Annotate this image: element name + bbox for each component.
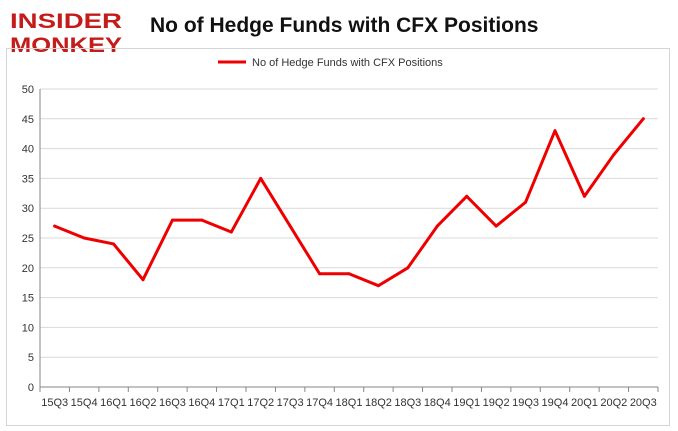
x-tick-label: 16Q2 <box>130 397 157 409</box>
data-point <box>112 242 116 246</box>
page-title: No of Hedge Funds with CFX Positions <box>150 14 539 37</box>
x-tick-label: 18Q3 <box>394 397 421 409</box>
series-line <box>53 117 645 288</box>
axes <box>39 89 659 392</box>
x-tick-label: 16Q3 <box>159 397 186 409</box>
data-point <box>582 194 586 198</box>
x-tick-label: 17Q2 <box>247 397 274 409</box>
data-point <box>318 272 322 276</box>
logo-line-1: INSIDER <box>10 10 122 33</box>
data-point <box>612 153 616 157</box>
data-point <box>641 117 645 121</box>
y-tick-label: 5 <box>28 352 34 364</box>
data-point <box>82 236 86 240</box>
data-point <box>288 224 292 228</box>
x-tick-labels: 15Q3 15Q4 16Q1 16Q2 16Q3 16Q4 17Q1 17Q2 17Q3 17Q4… <box>41 397 656 409</box>
y-tick-label: 50 <box>22 84 34 96</box>
data-point <box>259 176 263 180</box>
x-tick-label: 18Q2 <box>365 397 392 409</box>
grid-lines <box>40 88 658 358</box>
data-point <box>200 218 204 222</box>
x-tick-label: 19Q4 <box>542 397 569 409</box>
x-tick-label: 17Q3 <box>277 397 304 409</box>
data-point <box>435 224 439 228</box>
y-tick-label: 20 <box>22 263 34 275</box>
y-tick-label: 30 <box>22 203 34 215</box>
x-tick-label: 18Q1 <box>336 397 363 409</box>
data-point <box>553 129 557 133</box>
y-tick-label: 40 <box>22 144 34 156</box>
insider-monkey-logo: INSIDER MONKEY <box>10 10 122 56</box>
x-tick-label: 16Q1 <box>100 397 127 409</box>
x-tick-label: 15Q3 <box>41 397 68 409</box>
data-point <box>141 278 145 282</box>
data-point <box>524 200 528 204</box>
y-tick-label: 35 <box>22 173 34 185</box>
data-point <box>229 230 233 234</box>
data-point <box>53 224 57 228</box>
legend: No of Hedge Funds with CFX Positions <box>218 57 443 69</box>
y-tick-labels: 0 5 10 15 20 25 30 35 40 45 50 <box>22 84 34 394</box>
data-point <box>347 272 351 276</box>
data-point <box>170 218 174 222</box>
chart-frame <box>6 48 670 426</box>
x-tick-label: 15Q4 <box>71 397 98 409</box>
y-tick-label: 10 <box>22 322 34 334</box>
x-tick-label: 17Q1 <box>218 397 245 409</box>
x-tick-label: 20Q3 <box>630 397 657 409</box>
legend-label: No of Hedge Funds with CFX Positions <box>252 57 443 69</box>
x-tick-label: 20Q2 <box>600 397 627 409</box>
x-tick-label: 18Q4 <box>424 397 451 409</box>
x-tick-label: 16Q4 <box>188 397 215 409</box>
y-tick-label: 0 <box>28 382 34 394</box>
x-tick-label: 20Q1 <box>571 397 598 409</box>
y-tick-label: 45 <box>22 114 34 126</box>
series-group <box>53 117 645 288</box>
logo-line-2: MONKEY <box>10 34 122 56</box>
x-tick-label: 19Q2 <box>483 397 510 409</box>
x-tick-label: 17Q4 <box>306 397 333 409</box>
data-point <box>376 284 380 288</box>
data-point <box>406 266 410 270</box>
data-point <box>494 224 498 228</box>
x-tick-label: 19Q3 <box>512 397 539 409</box>
y-tick-label: 25 <box>22 233 34 245</box>
x-tick-label: 19Q1 <box>453 397 480 409</box>
y-tick-label: 15 <box>22 293 34 305</box>
data-point <box>465 194 469 198</box>
